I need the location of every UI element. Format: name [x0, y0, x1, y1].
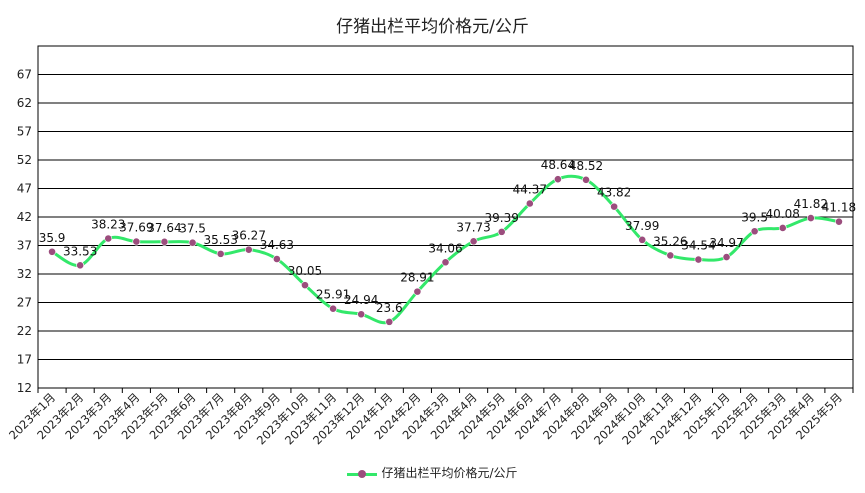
chart-title: 仔猪出栏平均价格元/公斤 [336, 17, 529, 37]
data-point-24 [722, 253, 731, 261]
data-label-15: 37.73 [456, 220, 490, 234]
data-point-2 [104, 234, 113, 243]
data-point-6 [216, 249, 225, 258]
data-point-12 [385, 317, 394, 326]
data-label-7: 36.27 [232, 229, 266, 243]
data-point-16 [497, 227, 506, 236]
y-tick-label-5: 37 [17, 239, 32, 253]
data-label-18: 48.64 [541, 158, 575, 172]
data-label-22: 35.26 [653, 234, 687, 248]
data-point-17 [525, 199, 534, 208]
data-point-19 [582, 175, 590, 184]
data-point-27 [806, 214, 815, 222]
data-point-9 [301, 281, 309, 290]
data-label-25: 39.5 [741, 210, 768, 224]
data-point-15 [469, 237, 478, 246]
data-label-1: 33.53 [63, 244, 97, 258]
data-label-21: 37.99 [625, 219, 659, 233]
data-label-6: 35.53 [203, 233, 237, 247]
data-label-4: 37.64 [147, 221, 181, 235]
data-label-20: 43.82 [597, 186, 631, 200]
data-label-13: 28.91 [400, 271, 434, 285]
legend-swatch [347, 469, 378, 479]
data-label-23: 34.54 [681, 239, 715, 253]
data-label-12: 23.6 [376, 301, 403, 315]
data-point-0 [48, 247, 56, 256]
data-point-28 [835, 217, 843, 226]
data-point-20 [610, 202, 619, 211]
data-label-19: 48.52 [569, 159, 603, 173]
data-label-14: 34.06 [428, 241, 462, 255]
y-tick-label-11: 67 [17, 68, 32, 82]
data-label-9: 30.05 [288, 264, 322, 278]
data-point-23 [694, 255, 703, 264]
data-point-26 [778, 224, 787, 232]
data-point-18 [554, 175, 562, 184]
data-label-2: 38.23 [91, 217, 125, 231]
y-tick-label-10: 62 [17, 96, 32, 110]
data-label-26: 40.08 [766, 207, 800, 221]
legend-label: 仔猪出栏平均价格元/公斤 [381, 466, 518, 480]
data-point-8 [272, 255, 281, 263]
data-label-27: 41.82 [794, 197, 828, 211]
data-label-17: 44.37 [513, 182, 547, 196]
y-tick-label-9: 57 [17, 125, 32, 139]
data-point-13 [413, 287, 422, 296]
y-tick-label-6: 42 [17, 210, 32, 224]
y-tick-label-2: 22 [17, 324, 32, 338]
data-label-28: 41.18 [822, 201, 856, 215]
data-point-22 [666, 251, 675, 260]
data-point-1 [76, 261, 85, 270]
y-tick-label-0: 12 [17, 381, 32, 395]
y-tick-label-8: 52 [17, 153, 32, 167]
data-label-10: 25.91 [316, 288, 350, 302]
data-point-5 [188, 238, 197, 247]
data-label-16: 39.39 [485, 211, 519, 225]
data-point-25 [750, 227, 759, 236]
legend: 仔猪出栏平均价格元/公斤 [0, 464, 865, 481]
y-tick-label-1: 17 [17, 353, 32, 367]
data-point-11 [357, 310, 366, 319]
data-point-7 [244, 245, 253, 254]
data-label-5: 37.5 [179, 222, 206, 236]
y-tick-label-7: 47 [17, 182, 32, 196]
y-tick-label-4: 32 [17, 267, 32, 281]
data-label-11: 24.94 [344, 293, 378, 307]
data-point-4 [160, 237, 169, 246]
data-label-0: 35.9 [39, 231, 66, 245]
data-label-24: 34.97 [709, 236, 743, 250]
data-point-21 [638, 235, 647, 244]
data-point-3 [132, 237, 141, 246]
data-point-10 [329, 304, 337, 313]
data-point-14 [441, 258, 450, 267]
data-label-8: 34.63 [260, 238, 294, 252]
y-tick-label-3: 27 [17, 296, 32, 310]
data-label-3: 37.69 [119, 221, 153, 235]
